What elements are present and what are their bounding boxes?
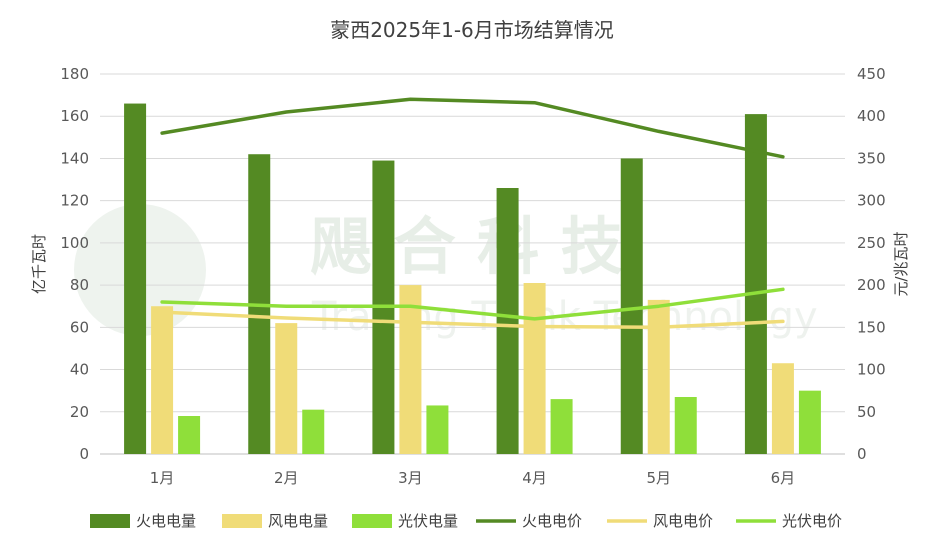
bar: [426, 405, 449, 454]
bar: [523, 283, 546, 454]
legend-label: 光伏电价: [782, 512, 842, 530]
bar: [178, 416, 201, 454]
y-axis-right-title: 元/兆瓦时: [892, 231, 910, 296]
chart-title: 蒙西2025年1-6月市场结算情况: [330, 18, 614, 42]
y-right-tick-label: 450: [857, 65, 886, 83]
x-tick-label: 1月: [150, 469, 175, 487]
y-axis-left: 0 20 40 60 80 100 120 140 160 180: [60, 65, 89, 463]
y-right-tick-label: 200: [857, 276, 886, 294]
y-right-tick-label: 400: [857, 107, 886, 125]
y-axis-right: 0 50 100 150 200 250 300 350 400 450: [857, 65, 886, 463]
bar: [620, 158, 643, 454]
bar: [647, 299, 670, 454]
y-left-tick-label: 80: [70, 276, 89, 294]
bar: [771, 363, 794, 454]
bar: [302, 409, 325, 454]
y-left-tick-label: 180: [60, 65, 89, 83]
legend: 火电电量 风电电量 光伏电量 火电电价 风电电价 光伏电价: [90, 512, 842, 530]
x-tick-label: 3月: [398, 469, 423, 487]
legend-label: 光伏电量: [398, 512, 458, 530]
y-left-tick-label: 40: [70, 361, 89, 379]
bar: [151, 306, 174, 454]
x-tick-label: 5月: [646, 469, 671, 487]
y-right-tick-label: 50: [857, 403, 876, 421]
y-left-tick-label: 160: [60, 107, 89, 125]
y-right-tick-label: 0: [857, 445, 867, 463]
bar: [124, 103, 147, 455]
y-right-tick-label: 150: [857, 318, 886, 336]
bar: [496, 188, 519, 454]
watermark-text-cn: 飓 合 科 技: [310, 210, 623, 283]
gridlines: [100, 73, 845, 455]
legend-label: 风电电量: [268, 512, 328, 530]
y-right-tick-label: 250: [857, 234, 886, 252]
y-axis-left-title: 亿千瓦时: [30, 234, 48, 294]
legend-swatch: [352, 514, 392, 528]
y-left-tick-label: 20: [70, 403, 89, 421]
y-left-tick-label: 120: [60, 192, 89, 210]
bar: [399, 285, 422, 454]
bar: [550, 399, 573, 454]
y-left-tick-label: 0: [79, 445, 89, 463]
legend-swatch: [90, 514, 130, 528]
series-line: [160, 310, 785, 330]
legend-label: 火电电价: [522, 512, 582, 530]
x-tick-label: 6月: [771, 469, 796, 487]
legend-label: 火电电量: [136, 512, 196, 530]
series-line: [160, 287, 785, 321]
bar: [744, 114, 767, 454]
series-line: [160, 97, 785, 159]
x-axis: 1月 2月 3月 4月 5月 6月: [150, 469, 795, 487]
x-tick-label: 2月: [274, 469, 299, 487]
y-left-tick-label: 60: [70, 318, 89, 336]
bar: [275, 323, 298, 454]
line-series: [160, 97, 785, 330]
y-right-tick-label: 100: [857, 361, 886, 379]
x-tick-label: 4月: [522, 469, 547, 487]
y-right-tick-label: 300: [857, 192, 886, 210]
y-left-tick-label: 140: [60, 149, 89, 167]
y-left-tick-label: 100: [60, 234, 89, 252]
bar: [798, 390, 821, 454]
watermark: 飓 合 科 技 Trading Think Technology: [74, 204, 818, 340]
bar: [674, 397, 697, 454]
legend-label: 风电电价: [653, 512, 713, 530]
y-right-tick-label: 350: [857, 149, 886, 167]
legend-swatch: [222, 514, 262, 528]
